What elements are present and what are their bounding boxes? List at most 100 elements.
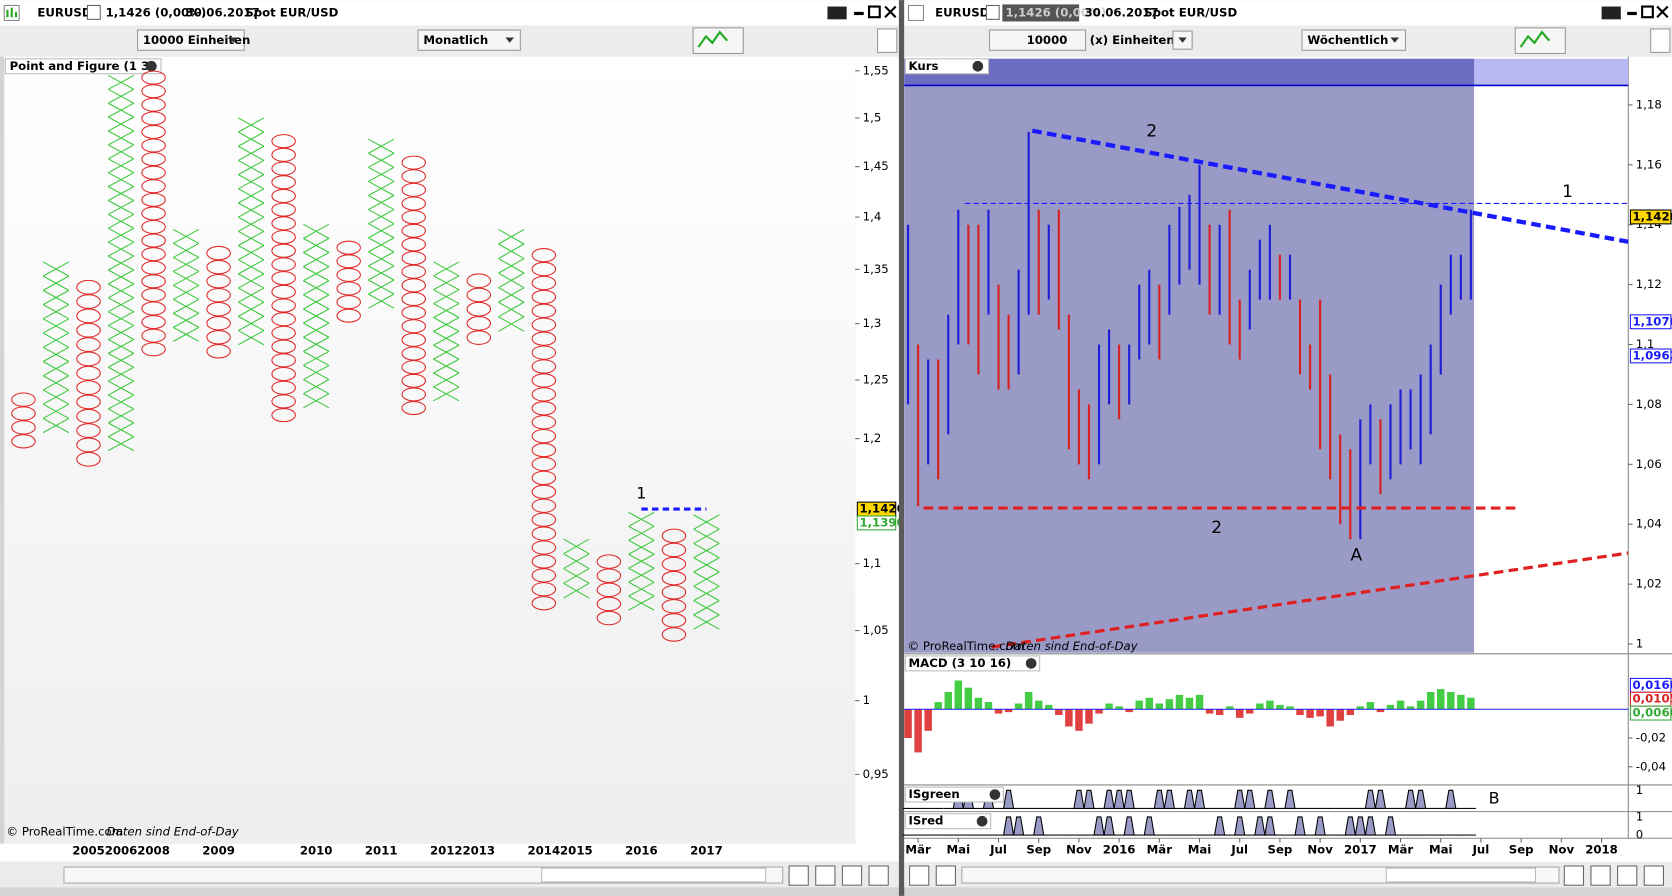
indicator-button[interactable]	[1514, 27, 1566, 54]
panel-close[interactable]	[972, 60, 984, 72]
o-box	[401, 278, 426, 293]
symbol: EURUSD	[935, 5, 990, 19]
scroll-thumb[interactable]	[1385, 867, 1537, 883]
o-box	[141, 111, 166, 126]
info-button[interactable]	[86, 4, 101, 20]
x-stroke	[42, 403, 70, 419]
x-tick-label: 2009	[202, 844, 235, 858]
x-stroke	[107, 116, 135, 132]
tools-button[interactable]	[877, 28, 898, 53]
pulse	[1143, 816, 1155, 836]
x-stroke	[107, 339, 135, 354]
x-tick-label: Mär	[1147, 843, 1173, 857]
zoom-button[interactable]	[1590, 865, 1611, 886]
pulse	[1002, 789, 1015, 809]
o-box	[531, 359, 557, 374]
o-box	[336, 254, 361, 269]
o-box	[531, 484, 557, 500]
x-tick-label: 2010	[300, 844, 333, 858]
maximize-button[interactable]	[1641, 5, 1654, 19]
x-stroke	[303, 280, 330, 296]
units-dropdown[interactable]	[137, 29, 245, 51]
x-stroke	[238, 145, 265, 161]
tool-button[interactable]	[935, 865, 956, 886]
panel-close[interactable]	[989, 789, 1001, 800]
quote: 1,1426 (0,00%)	[106, 5, 207, 19]
x-stroke	[303, 237, 330, 253]
x-stroke	[42, 417, 70, 434]
footer-note: Daten sind End-of-Day	[107, 824, 240, 838]
tool-button[interactable]	[909, 865, 930, 886]
zoom-in-button[interactable]	[868, 865, 889, 886]
tools-button[interactable]	[1650, 28, 1671, 53]
macd-bar	[1256, 703, 1264, 710]
pulse	[1314, 816, 1326, 836]
x-stroke	[107, 297, 135, 313]
price-label-box	[1629, 209, 1672, 225]
close-button[interactable]	[1656, 5, 1669, 18]
x-stroke	[628, 553, 655, 569]
x-stroke	[238, 245, 265, 261]
x-column	[693, 514, 720, 630]
pulse	[1213, 816, 1226, 836]
o-box	[531, 373, 557, 388]
tool-button[interactable]	[788, 865, 809, 886]
x-stroke	[368, 293, 395, 309]
o-box	[76, 380, 101, 395]
price-label-text: 0,0105	[1633, 692, 1672, 706]
maximize-button[interactable]	[867, 5, 881, 19]
minimize-button[interactable]	[1627, 11, 1637, 16]
period-dropdown[interactable]	[1301, 29, 1406, 51]
zoom-button[interactable]	[815, 865, 836, 886]
description: Spot EUR/USD	[245, 5, 338, 19]
x-stroke	[498, 301, 525, 318]
x-tick-label: Jul	[1230, 843, 1248, 857]
price-label: 1,1426	[856, 502, 905, 517]
info-button[interactable]	[985, 4, 1000, 20]
x-stroke	[107, 172, 135, 188]
date: 30.06.2017	[186, 5, 260, 19]
units-spinner[interactable]	[989, 29, 1087, 51]
top-band-dark	[904, 58, 1475, 86]
macd-bar	[1055, 709, 1063, 715]
pulse	[1445, 789, 1457, 809]
x-stroke	[303, 336, 330, 352]
x-stroke	[628, 539, 655, 555]
price-label: 1,1076	[1629, 314, 1672, 330]
x-stroke	[628, 595, 655, 611]
macd-bar	[964, 687, 973, 710]
pulse	[1103, 816, 1115, 836]
period-dropdown[interactable]	[417, 29, 521, 51]
x-tick-label: Jul	[1472, 843, 1490, 857]
isgreen-title: ISgreen	[909, 787, 960, 801]
panel-close[interactable]	[976, 815, 988, 827]
x-tick-label: Sep	[1026, 843, 1051, 857]
zoom-out-button[interactable]	[1617, 865, 1638, 886]
title-bar	[0, 0, 899, 26]
o-box	[531, 317, 557, 332]
indicator-icon	[697, 30, 729, 48]
dropdown-arrow	[1178, 37, 1187, 43]
minimize-button[interactable]	[854, 11, 864, 16]
panel-close[interactable]	[1025, 658, 1037, 669]
tool-button[interactable]	[1563, 865, 1585, 886]
close-button[interactable]	[884, 5, 897, 18]
keyboard-button[interactable]	[1601, 6, 1621, 20]
keyboard-button[interactable]	[827, 6, 847, 20]
pulse	[1364, 789, 1377, 809]
panel-close[interactable]	[146, 60, 157, 72]
x-stroke	[173, 298, 200, 314]
scroll-thumb[interactable]	[541, 867, 767, 883]
o-box	[271, 298, 296, 313]
y-tick-label: 1,12	[1636, 277, 1662, 291]
o-box	[271, 257, 296, 272]
indicator-button[interactable]	[692, 27, 744, 54]
y-tick-label: 1,45	[863, 159, 889, 173]
o-box	[271, 394, 296, 409]
zoom-out-button[interactable]	[841, 865, 863, 886]
x-stroke	[628, 511, 655, 527]
x-stroke	[303, 350, 330, 366]
zoom-in-button[interactable]	[1643, 865, 1665, 886]
x-stroke	[498, 316, 525, 332]
x-tick-label: Mär	[1388, 843, 1414, 857]
